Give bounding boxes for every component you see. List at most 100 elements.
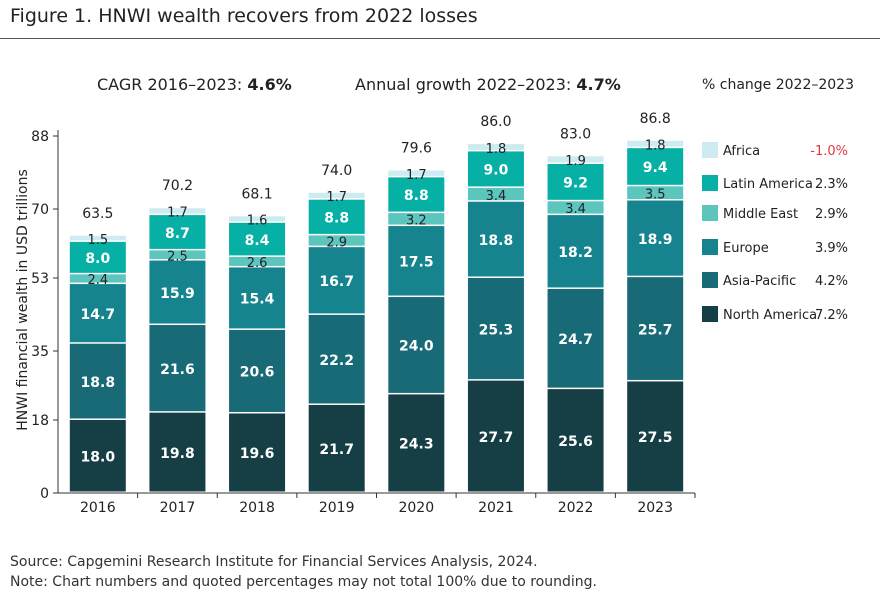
data-label-asia-pacific: 21.6 xyxy=(160,362,195,378)
x-tick-label: 2020 xyxy=(398,500,434,516)
bar-middle-east xyxy=(547,201,604,214)
data-label-north-america: 24.3 xyxy=(399,437,434,453)
x-tick-label: 2018 xyxy=(239,500,275,516)
legend-swatch-middle-east xyxy=(702,205,718,221)
data-label-europe: 18.2 xyxy=(558,245,593,261)
bar-europe xyxy=(467,201,524,277)
legend-swatch-asia-pacific xyxy=(702,272,718,288)
total-label: 63.5 xyxy=(82,206,113,222)
legend-label-latin-america: Latin America xyxy=(723,177,813,192)
total-label: 86.8 xyxy=(640,111,671,127)
bar-north-america xyxy=(467,380,524,492)
legend-header: % change 2022–2023 xyxy=(702,77,854,93)
data-label-north-america: 27.5 xyxy=(638,430,673,446)
growth-annotation: Annual growth 2022–2023: 4.7% xyxy=(355,75,621,94)
bar-north-america xyxy=(69,419,126,492)
data-label-europe: 18.8 xyxy=(479,233,514,249)
total-label: 86.0 xyxy=(480,114,511,130)
figure-title: Figure 1. HNWI wealth recovers from 2022… xyxy=(10,5,478,27)
data-label-africa: 1.5 xyxy=(87,233,108,248)
total-label: 79.6 xyxy=(401,140,432,156)
data-label-europe: 15.4 xyxy=(240,292,275,308)
bar-asia-pacific xyxy=(547,288,604,388)
annotations: CAGR 2016–2023: 4.6% Annual growth 2022–… xyxy=(97,75,854,94)
cagr-value: 4.6% xyxy=(247,75,291,94)
growth-value: 4.7% xyxy=(576,75,620,94)
y-tick-label: 88 xyxy=(31,129,49,145)
bar-africa xyxy=(547,156,604,163)
bar-latin-america xyxy=(627,148,684,185)
data-label-latin-america: 9.2 xyxy=(563,176,588,192)
data-label-africa: 1.9 xyxy=(565,154,586,169)
bar-africa xyxy=(467,144,524,150)
y-axis: 0 18 35 53 70 88 xyxy=(31,129,59,502)
data-label-europe: 15.9 xyxy=(160,286,195,302)
data-label-north-america: 25.6 xyxy=(558,434,593,450)
data-label-africa: 1.6 xyxy=(247,214,268,229)
data-label-latin-america: 8.8 xyxy=(404,188,429,204)
data-label-middle-east: 3.4 xyxy=(486,189,507,204)
legend-label-north-america: North America xyxy=(723,308,817,323)
legend-change-north-america: 7.2% xyxy=(815,308,848,323)
bar-middle-east xyxy=(467,187,524,201)
bar-latin-america xyxy=(69,241,126,273)
bar-north-america xyxy=(547,389,604,492)
data-label-africa: 1.7 xyxy=(326,190,347,205)
bar-europe xyxy=(308,247,365,314)
data-label-north-america: 19.6 xyxy=(240,446,275,462)
legend-swatch-latin-america xyxy=(702,175,718,191)
bar-middle-east xyxy=(229,256,286,266)
footer: Source: Capgemini Research Institute for… xyxy=(10,552,597,592)
data-label-asia-pacific: 20.6 xyxy=(240,365,275,381)
y-axis-label: HNWI financial wealth in USD trillions xyxy=(15,169,31,431)
rounding-note: Note: Chart numbers and quoted percentag… xyxy=(10,574,597,590)
data-label-asia-pacific: 24.7 xyxy=(558,332,593,348)
x-tick-label: 2019 xyxy=(319,500,355,516)
data-label-asia-pacific: 25.3 xyxy=(479,322,514,338)
source-note: Source: Capgemini Research Institute for… xyxy=(10,554,538,570)
bar-middle-east xyxy=(69,274,126,283)
bar-middle-east xyxy=(149,250,206,260)
bar-latin-america xyxy=(388,177,445,212)
data-label-north-america: 18.0 xyxy=(81,449,116,465)
data-label-latin-america: 8.7 xyxy=(165,226,190,242)
cagr-annotation: CAGR 2016–2023: 4.6% xyxy=(97,75,292,94)
legend-label-middle-east: Middle East xyxy=(723,207,798,222)
bar-asia-pacific xyxy=(69,343,126,419)
x-tick-label: 2022 xyxy=(558,500,594,516)
title-divider xyxy=(0,38,880,39)
legend-change-africa: -1.0% xyxy=(810,144,848,159)
x-axis: 2016 2017 2018 2019 2020 2021 2022 2023 xyxy=(58,492,696,516)
data-label-middle-east: 2.6 xyxy=(247,256,268,271)
bar-middle-east xyxy=(627,186,684,200)
data-label-europe: 17.5 xyxy=(399,255,434,271)
data-label-middle-east: 2.5 xyxy=(167,249,188,264)
data-labels: 18.0 18.8 14.7 2.4 8.0 1.5 63.5 19.8 21.6 15.9 2.5… xyxy=(81,111,673,466)
data-label-asia-pacific: 24.0 xyxy=(399,339,434,355)
bar-europe xyxy=(388,226,445,296)
total-label: 83.0 xyxy=(560,126,591,142)
x-tick-label: 2017 xyxy=(160,500,196,516)
bar-north-america xyxy=(229,413,286,492)
legend-change-europe: 3.9% xyxy=(815,241,848,256)
bar-asia-pacific xyxy=(388,297,445,393)
bar-middle-east xyxy=(388,213,445,225)
data-label-asia-pacific: 22.2 xyxy=(319,353,354,369)
bars xyxy=(69,140,684,492)
data-label-europe: 14.7 xyxy=(81,307,116,323)
bar-north-america xyxy=(149,412,206,492)
bar-africa xyxy=(388,170,445,176)
legend-label-africa: Africa xyxy=(723,144,760,159)
bar-latin-america xyxy=(547,163,604,200)
bar-latin-america xyxy=(308,199,365,234)
data-label-africa: 1.7 xyxy=(167,206,188,221)
bar-africa xyxy=(229,216,286,222)
x-tick-label: 2016 xyxy=(80,500,116,516)
legend-change-latin-america: 2.3% xyxy=(815,177,848,192)
legend-change-asia-pacific: 4.2% xyxy=(815,274,848,289)
bar-north-america xyxy=(308,404,365,492)
data-label-middle-east: 2.9 xyxy=(326,235,347,250)
total-label: 74.0 xyxy=(321,163,352,179)
bar-asia-pacific xyxy=(627,277,684,380)
bar-europe xyxy=(627,200,684,276)
